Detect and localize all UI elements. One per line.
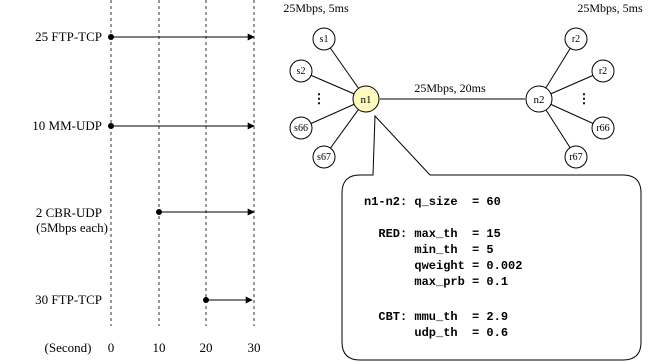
svg-text:s1: s1 xyxy=(320,34,329,45)
flow-label-4: 30 FTP-TCP xyxy=(35,292,102,307)
config-callout: n1-n2: q_size = 60 RED: max_th = 15 min_… xyxy=(341,114,642,361)
config-line-8: CBT: mmu_th = 2.9 xyxy=(364,310,508,324)
config-line-6: max_prb = 0.1 xyxy=(364,275,508,289)
config-line-9: udp_th = 0.6 xyxy=(364,326,508,340)
axis-tick-20: 20 xyxy=(200,340,213,355)
config-line-3: RED: max_th = 15 xyxy=(364,227,501,241)
timeline-gridlines xyxy=(110,0,255,326)
flow-label-3-sub: (5Mbps each) xyxy=(36,220,108,235)
source-node-s67: s67 xyxy=(312,145,336,169)
flow-label-1: 25 FTP-TCP xyxy=(35,29,102,44)
svg-text:r66: r66 xyxy=(596,123,609,134)
config-line-4: min_th = 5 xyxy=(364,243,494,257)
receiver-node-r2: r2 xyxy=(591,59,615,83)
left-link-label: 25Mbps, 5ms xyxy=(283,1,349,15)
svg-text:r67: r67 xyxy=(569,152,582,163)
callout-bubble xyxy=(341,114,642,361)
svg-text:s67: s67 xyxy=(317,152,331,163)
config-line-5: qweight = 0.002 xyxy=(364,259,522,273)
svg-text:r2: r2 xyxy=(599,66,607,77)
source-node-s66: s66 xyxy=(289,116,313,140)
config-line-1: n1-n2: q_size = 60 xyxy=(364,195,501,209)
topology: 25Mbps, 5ms 25Mbps, 5ms 25Mbps, 20ms s1 … xyxy=(283,1,643,169)
source-node-s2: s2 xyxy=(289,59,313,83)
axis-unit-label: (Second) xyxy=(45,340,92,355)
flow-label-3: 2 CBR-UDP xyxy=(36,205,102,220)
source-ellipsis: ⋮ xyxy=(313,91,326,106)
config-text: n1-n2: q_size = 60 RED: max_th = 15 min_… xyxy=(364,195,522,340)
right-link-label: 25Mbps, 5ms xyxy=(577,1,643,15)
axis-tick-0: 0 xyxy=(108,340,115,355)
axis-tick-10: 10 xyxy=(153,340,166,355)
receiver-node-r67: r67 xyxy=(564,145,588,169)
svg-text:n2: n2 xyxy=(534,94,545,106)
svg-text:s2: s2 xyxy=(297,66,306,77)
receiver-ellipsis: ⋮ xyxy=(578,91,591,106)
bottleneck-label: 25Mbps, 20ms xyxy=(414,81,486,95)
timeline: 25 FTP-TCP 10 MM-UDP 2 CBR-UDP (5Mbps ea… xyxy=(32,0,261,355)
svg-text:s66: s66 xyxy=(294,123,308,134)
receiver-node-r2-top: r2 xyxy=(564,27,588,51)
svg-text:r2: r2 xyxy=(572,34,580,45)
flow-label-2: 10 MM-UDP xyxy=(32,118,102,133)
router-node-n1: n1 xyxy=(352,85,380,113)
receiver-node-r66: r66 xyxy=(591,116,615,140)
axis-tick-30: 30 xyxy=(248,340,261,355)
svg-text:n1: n1 xyxy=(361,94,372,106)
source-node-s1: s1 xyxy=(312,27,336,51)
router-node-n2: n2 xyxy=(525,85,553,113)
